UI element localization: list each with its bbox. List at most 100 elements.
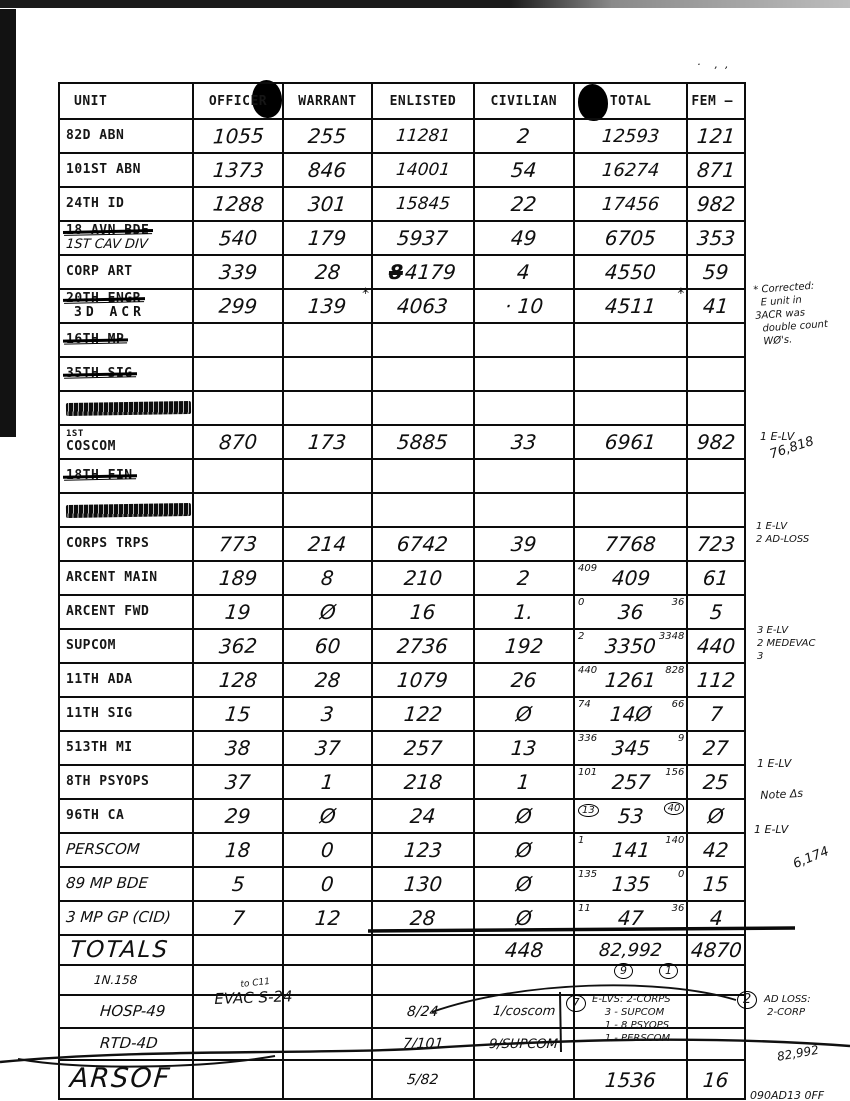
unit-label: 1ST [66,429,84,440]
civilian-value: 22 [509,192,538,216]
cell-warrant: 60 [284,630,374,662]
margin-note-line: 2 AD-LOSS [756,534,810,545]
fem-value: 25 [702,770,730,794]
warrant-value: 139 [307,294,348,318]
fem-value: 353 [695,226,737,250]
civilian-value: 49 [509,226,538,250]
cell-fem: 27 [688,732,744,764]
margin-note-line: 1 E-LV [757,757,792,770]
total-superscript-left: 440 [577,665,598,676]
total-superscript-right: * [677,286,685,302]
total-value: 1536 [604,1067,658,1092]
cell-warrant [284,392,374,424]
unit-label: 3 MP GP (CID) [65,908,172,927]
margin-note-line: 1 E-LV [754,823,789,836]
total-superscript-right: 36 [671,903,685,914]
officer-value: 339 [217,260,259,284]
cell-unit: 24TH ID [60,188,195,220]
cell-unit: 89 MP BDE [60,868,195,900]
enlisted-value: 6742 [396,532,450,556]
cell-officer: 1373 [194,154,284,186]
cell-fem: 982 [688,188,744,220]
enlisted-scribbled-digit: 8 [388,260,405,284]
total-value: 82,992 [598,939,664,961]
enlisted-value: 5937 [396,226,450,250]
cell-officer: 362 [194,630,284,662]
cell-unit: ARCENT MAIN [60,562,195,594]
column-header-label: TOTAL [609,93,652,109]
cell-unit: CORP ART [60,256,195,288]
cell-total: 11 47 36 [575,902,689,934]
cell-warrant [284,996,374,1027]
fem-value: 871 [695,158,737,182]
officer-value: 15 [223,701,252,727]
cell-warrant: 8 [284,562,374,594]
unit-label: ARSOF [68,1063,173,1095]
cell-unit: 11TH SIG [60,698,195,730]
cell-warrant: 846 [284,154,374,186]
table-row: 11TH SIG 15 3 122 Ø 74 14Ø 66 7 [60,698,744,732]
cell-enlisted: 218 [373,766,475,798]
civilian-value: Ø [514,838,533,862]
table-row: 89 MP BDE 5 0 130 Ø 135 135 0 15 [60,868,744,902]
cell-warrant: 301 [284,188,374,220]
officer-value: 540 [218,225,258,251]
personnel-strength-table: UNIT OFFICER WARRANT ENLISTED CIVILIAN TOTAL F… [58,82,746,1100]
table-row: 1N.158 [60,966,744,996]
cell-civilian: 9/SUPCOM [475,1029,575,1059]
margin-note: 9 [614,963,633,980]
cell-enlisted: 8/24 [373,996,475,1027]
total-superscript-left: 1 [577,835,585,846]
cell-civilian: 448 [475,936,575,964]
cell-officer [194,936,284,964]
column-header: FEM — [688,84,744,118]
column-header: ENLISTED [373,84,475,118]
officer-value: 37 [224,770,252,794]
total-value: 6705 [604,226,658,250]
cell-total: 17456 [575,188,689,220]
enlisted-value: 4063 [396,294,450,318]
fem-value: 27 [702,736,730,760]
margin-note: 1 E-LV [760,430,794,444]
column-header: UNIT [60,84,195,118]
civilian-value: Ø [514,872,533,896]
warrant-value: 301 [307,192,348,216]
cell-total [575,324,689,356]
margin-note-line: 6,174 [791,844,832,872]
cell-civilian: · 10 [475,290,575,322]
cell-fem: 440 [688,630,744,662]
margin-note: 3 E-LV 2 MEDEVAC 3 [757,624,816,663]
cell-officer: 7 [194,902,284,934]
total-superscript-left: 11 [577,903,591,914]
total-value: 14Ø [608,702,653,726]
scribbled-out-label [65,400,192,416]
cell-officer: 29 [194,800,284,832]
unit-label: CORP ART [66,264,133,280]
enlisted-value: 123 [402,838,444,862]
cell-enlisted: 11281 [373,120,475,152]
total-value: 4511 [604,294,658,318]
total-superscript-left: 135 [577,869,598,880]
officer-value: 38 [224,735,252,761]
fem-value: 982 [695,192,737,216]
cell-civilian: Ø [475,698,575,730]
cell-fem: 121 [688,120,744,152]
cell-total: 6705 [575,222,689,254]
margin-note: 1 E-LV [757,757,791,771]
cell-fem: 25 [688,766,744,798]
cell-fem [688,996,744,1027]
cell-enlisted [373,392,475,424]
cell-civilian: 2 [475,120,575,152]
cell-total [575,392,689,424]
cell-fem [688,392,744,424]
cell-total: 409 409 [575,562,689,594]
cell-enlisted: 15845 [373,188,475,220]
cell-fem: 15 [688,868,744,900]
table-row: 96TH CA 29 Ø 24 Ø 13 53 40 Ø [60,800,744,834]
cell-enlisted: 257 [373,732,475,764]
enlisted-value: 11281 [394,126,451,146]
cell-unit: 96TH CA [60,800,195,832]
cell-total: 2 3350 3348 [575,630,689,662]
cell-unit: 11TH ADA [60,664,195,696]
margin-note: 090AD13 0FF [750,1089,824,1101]
